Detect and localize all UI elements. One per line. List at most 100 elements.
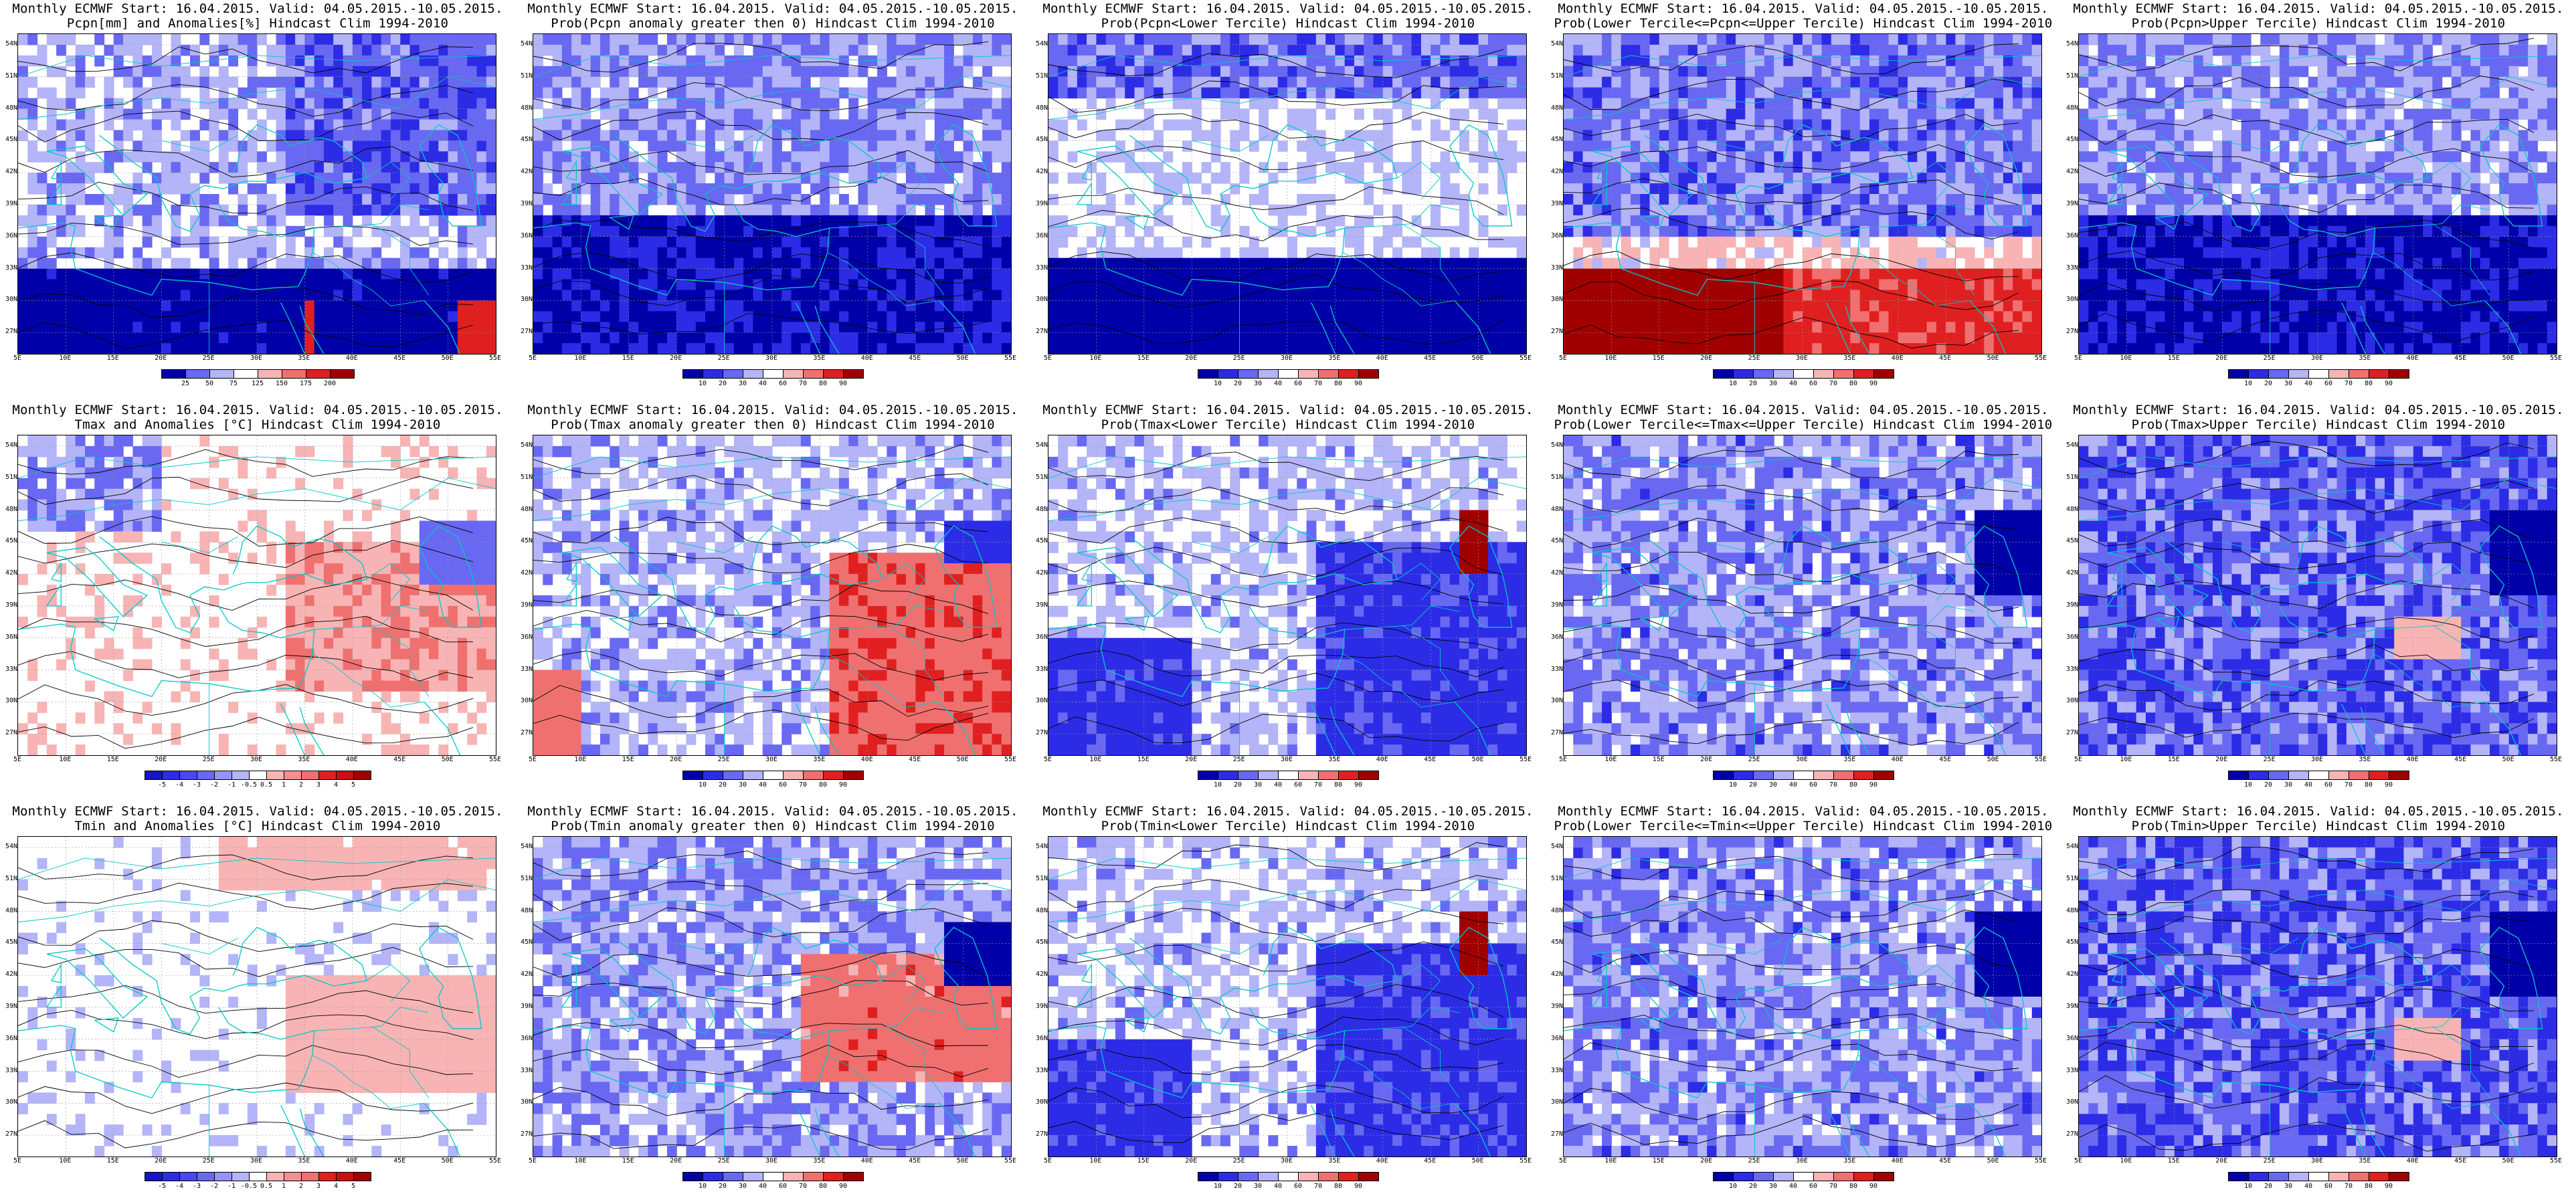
colorbar-label: 90 — [838, 380, 848, 387]
colorbar-segment — [823, 771, 844, 780]
latitude-label: 42N — [1035, 569, 1048, 577]
colorbar-segment — [2389, 369, 2409, 379]
map-area — [533, 33, 1012, 355]
longitude-label: 55E — [2034, 355, 2047, 362]
map-panel: Monthly ECMWF Start: 16.04.2015. Valid: … — [0, 803, 515, 1204]
coastlines — [533, 858, 1011, 1157]
map-area — [2078, 836, 2557, 1157]
panel-header: Monthly ECMWF Start: 16.04.2015. Valid: … — [12, 804, 503, 819]
longitude-label: 55E — [2549, 1157, 2563, 1165]
coastlines — [2079, 456, 2557, 755]
latitude-label: 30N — [1550, 296, 1563, 304]
colorbar-segment — [703, 771, 723, 780]
latitude-label: 48N — [1550, 505, 1563, 513]
longitude-label: 50E — [1987, 355, 1999, 362]
colorbar-segment — [763, 771, 784, 780]
latitude-label: 48N — [1035, 104, 1048, 112]
colorbar-label: 10 — [1728, 1183, 1738, 1190]
longitude-label: 5E — [1558, 1157, 1568, 1165]
colorbar-segment — [2288, 771, 2309, 780]
latitude-label: 51N — [520, 473, 533, 481]
colorbar-segment — [2248, 1172, 2269, 1181]
longitude-label: 40E — [1891, 1157, 1904, 1165]
colorbar-segment — [1753, 1172, 1774, 1181]
colorbar-segment — [1318, 1172, 1339, 1181]
colorbar-segment — [2228, 1172, 2249, 1181]
latitude-label: 45N — [2065, 136, 2078, 144]
colorbar-segment — [161, 369, 186, 379]
longitude-label: 55E — [2549, 756, 2563, 763]
graticule — [1048, 435, 1526, 755]
colorbar-label: 80 — [818, 1183, 828, 1190]
latitude-label: 48N — [5, 505, 17, 513]
longitude-label: 20E — [1700, 355, 1713, 362]
colorbar-segment — [2308, 771, 2329, 780]
longitude-label: 25E — [1748, 1157, 1760, 1165]
map-area — [2078, 435, 2557, 756]
colorbar-segment — [1218, 369, 1238, 379]
longitude-label: 30E — [2310, 355, 2324, 362]
longitude-label: 45E — [1424, 355, 1437, 362]
colorbar-segment — [743, 369, 763, 379]
latitude-label: 36N — [5, 633, 17, 641]
colorbar-segment — [783, 1172, 804, 1181]
latitude-label: 30N — [1550, 697, 1563, 705]
colorbar-segment — [783, 771, 804, 780]
latitude-label: 42N — [1550, 971, 1563, 979]
colorbar-label: 4 — [333, 1183, 339, 1190]
colorbar-segment — [803, 1172, 824, 1181]
colorbar-segment — [1258, 1172, 1279, 1181]
latitude-label: 30N — [5, 1098, 17, 1106]
map-canvas — [1048, 34, 1526, 354]
colorbar-label: 30 — [1253, 380, 1263, 387]
colorbar-label: 10 — [1728, 380, 1738, 387]
colorbar-segment — [1853, 369, 1874, 379]
latitude-label: 39N — [520, 1002, 533, 1010]
latitude-label: 54N — [1550, 842, 1563, 850]
latitude-label: 54N — [1550, 441, 1563, 449]
colorbar-segment — [823, 369, 844, 379]
longitude-label: 5E — [13, 355, 22, 362]
panel-title: Prob(Tmax>Upper Tercile) Hindcast Clim 1… — [2131, 417, 2506, 432]
colorbar-label: 60 — [2324, 1183, 2333, 1190]
latitude-label: 54N — [520, 441, 533, 449]
contours — [2079, 846, 2535, 1152]
longitude-label: 35E — [813, 355, 826, 362]
longitude-label: 50E — [956, 756, 969, 763]
longitude-label: 35E — [298, 756, 310, 763]
longitude-label: 5E — [1043, 1157, 1052, 1165]
longitude-label: 50E — [1471, 1157, 1484, 1165]
colorbar-segment — [179, 771, 197, 780]
graticule — [18, 837, 496, 1157]
map-panel: Monthly ECMWF Start: 16.04.2015. Valid: … — [0, 0, 515, 401]
longitude-label: 50E — [956, 1157, 969, 1165]
latitude-label: 42N — [5, 569, 17, 577]
colorbar-label: 70 — [798, 781, 808, 789]
colorbar-segment — [1198, 369, 1218, 379]
colorbar-label: 60 — [1293, 1183, 1303, 1190]
colorbar-segment — [2328, 1172, 2349, 1181]
longitude-label: 15E — [2167, 756, 2180, 763]
latitude-label: 42N — [520, 168, 533, 176]
longitude-label: 5E — [1043, 355, 1052, 362]
contours — [1564, 447, 2019, 746]
colorbar-segment — [1258, 771, 1279, 780]
latitude-label: 30N — [520, 296, 533, 304]
latitude-label: 27N — [1035, 1130, 1048, 1138]
latitude-label: 42N — [1550, 569, 1563, 577]
colorbar-segment — [2268, 369, 2289, 379]
colorbar-label: 3 — [316, 1183, 321, 1190]
colorbar-label: 20 — [1233, 380, 1243, 387]
latitude-label: 27N — [1550, 729, 1563, 737]
colorbar-label: 20 — [2264, 781, 2273, 789]
latitude-label: 36N — [1035, 1034, 1048, 1042]
longitude-label: 15E — [1652, 756, 1665, 763]
colorbar-segment — [1238, 771, 1259, 780]
graticule — [1048, 34, 1526, 354]
colorbar-segment — [1793, 369, 1814, 379]
colorbar-label: 40 — [1273, 1183, 1283, 1190]
latitude-label: 30N — [5, 296, 17, 304]
colorbar-segment — [2349, 1172, 2369, 1181]
graticule — [18, 435, 496, 755]
latitude-label: 39N — [1550, 601, 1563, 609]
